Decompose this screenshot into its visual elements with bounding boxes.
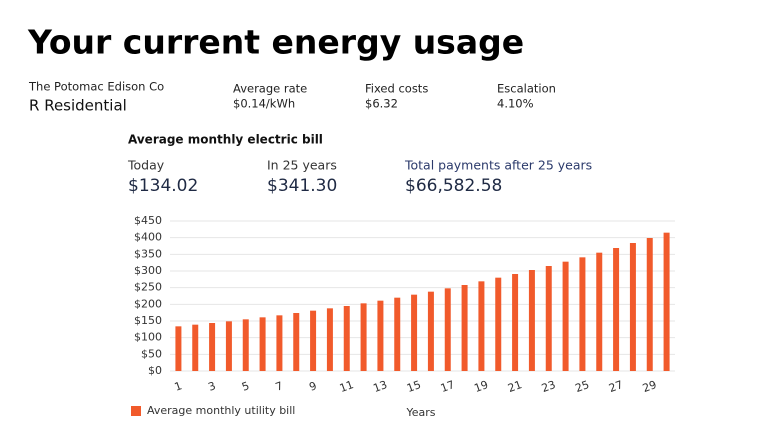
x-tick-label: 25 xyxy=(573,378,591,395)
y-tick-label: $300 xyxy=(134,264,162,277)
stat-label: In 25 years xyxy=(267,158,337,173)
bar xyxy=(394,297,401,371)
bar xyxy=(444,288,451,371)
x-tick-label: 11 xyxy=(338,378,356,395)
x-tick-label: 7 xyxy=(274,379,285,394)
y-tick-label: $150 xyxy=(134,314,162,327)
bar xyxy=(495,277,502,371)
bar xyxy=(579,257,586,371)
y-tick-label: $350 xyxy=(134,247,162,260)
stat-label: Today xyxy=(127,158,165,173)
y-tick-label: $250 xyxy=(134,281,162,294)
x-tick-label: 23 xyxy=(540,378,558,395)
rate-label: Average rate xyxy=(233,82,307,96)
x-tick-label: 17 xyxy=(439,378,457,395)
stat-value: $341.30 xyxy=(267,176,337,196)
rate-value: 4.10% xyxy=(497,97,534,111)
bar xyxy=(427,291,434,371)
rate-label: Escalation xyxy=(497,82,556,96)
y-tick-label: $50 xyxy=(141,347,162,360)
bar xyxy=(411,294,418,371)
bar xyxy=(596,252,603,371)
utility-plan: R Residential xyxy=(29,97,127,115)
bar xyxy=(528,270,535,371)
bar xyxy=(175,326,182,371)
rate-value: $6.32 xyxy=(365,97,398,111)
bar xyxy=(629,243,636,371)
x-tick-label: 21 xyxy=(506,378,524,395)
bar xyxy=(512,274,519,371)
rate-label: Fixed costs xyxy=(365,82,428,96)
bar xyxy=(276,315,283,371)
bar xyxy=(293,313,300,371)
bar xyxy=(478,281,485,371)
legend-label: Average monthly utility bill xyxy=(147,404,295,417)
y-tick-label: $0 xyxy=(148,364,162,377)
stat-label: Total payments after 25 years xyxy=(404,158,592,173)
bar xyxy=(225,321,232,371)
x-tick-label: 9 xyxy=(307,379,318,394)
bar xyxy=(646,238,653,371)
section-title: Average monthly electric bill xyxy=(128,133,323,147)
x-tick-label: 1 xyxy=(173,379,184,394)
page-title: Your current energy usage xyxy=(27,23,524,62)
bar xyxy=(209,323,216,371)
x-tick-label: 3 xyxy=(206,379,217,394)
rate-value: $0.14/kWh xyxy=(233,97,295,111)
utility-company: The Potomac Edison Co xyxy=(28,80,164,94)
bar xyxy=(242,319,249,371)
x-tick-label: 19 xyxy=(472,378,490,395)
x-axis-title: Years xyxy=(405,406,435,419)
x-tick-label: 5 xyxy=(240,379,251,394)
bar xyxy=(562,261,569,371)
x-tick-label: 27 xyxy=(607,378,625,395)
bar xyxy=(461,285,468,371)
y-tick-label: $400 xyxy=(134,231,162,244)
bar xyxy=(613,248,620,371)
bar xyxy=(192,324,199,371)
legend-swatch xyxy=(131,406,141,416)
stat-value: $134.02 xyxy=(128,176,198,196)
stat-value: $66,582.58 xyxy=(405,176,502,196)
y-tick-label: $200 xyxy=(134,297,162,310)
y-tick-label: $450 xyxy=(134,214,162,227)
x-tick-label: 13 xyxy=(371,378,389,395)
bar xyxy=(326,308,333,371)
bar xyxy=(310,310,317,371)
bar xyxy=(377,300,384,371)
x-tick-label: 15 xyxy=(405,378,423,395)
x-tick-label: 29 xyxy=(641,378,659,395)
bar xyxy=(545,266,552,371)
bar xyxy=(360,303,367,371)
bar xyxy=(259,317,266,371)
y-tick-label: $100 xyxy=(134,331,162,344)
bar xyxy=(343,306,350,371)
bar xyxy=(663,232,670,371)
